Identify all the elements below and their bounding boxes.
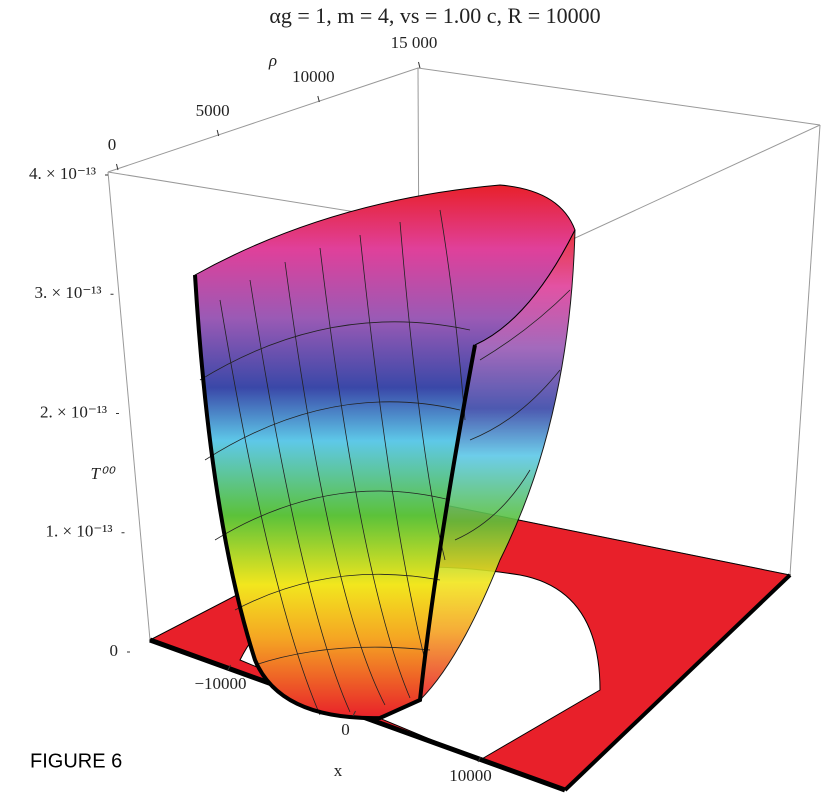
z-tick-label: 1. × 10⁻¹³ (45, 522, 112, 541)
x-axis-label: x (334, 761, 343, 780)
x-tick-label: 0 (341, 720, 350, 739)
x-tick-label: 10000 (449, 766, 492, 785)
y-tick-label: 10000 (292, 67, 335, 86)
y-tick-label: 5000 (196, 101, 230, 120)
z-tick-label: 4. × 10⁻¹³ (29, 164, 96, 183)
y-tick (116, 163, 119, 171)
z-tick-label: 2. × 10⁻¹³ (40, 402, 107, 421)
figure-label: FIGURE 6 (30, 750, 122, 772)
surface (193, 184, 576, 721)
z-tick-label: 3. × 10⁻¹³ (34, 283, 101, 302)
x-tick (477, 756, 481, 763)
x-tick-label: −10000 (194, 674, 246, 693)
y-axis-label: ρ (268, 51, 277, 70)
y-tick (418, 61, 421, 69)
x-tick (352, 710, 356, 717)
y-tick (216, 129, 220, 137)
chart-title: αg = 1, m = 4, vs = 1.00 c, R = 10000 (269, 3, 600, 28)
y-tick-label: 15 000 (391, 33, 438, 52)
z-axis-label: T⁰⁰ (90, 464, 115, 483)
x-tick (227, 664, 231, 671)
y-tick-label: 0 (108, 135, 117, 154)
z-tick-label: 0 (110, 641, 119, 660)
y-tick (317, 95, 320, 103)
